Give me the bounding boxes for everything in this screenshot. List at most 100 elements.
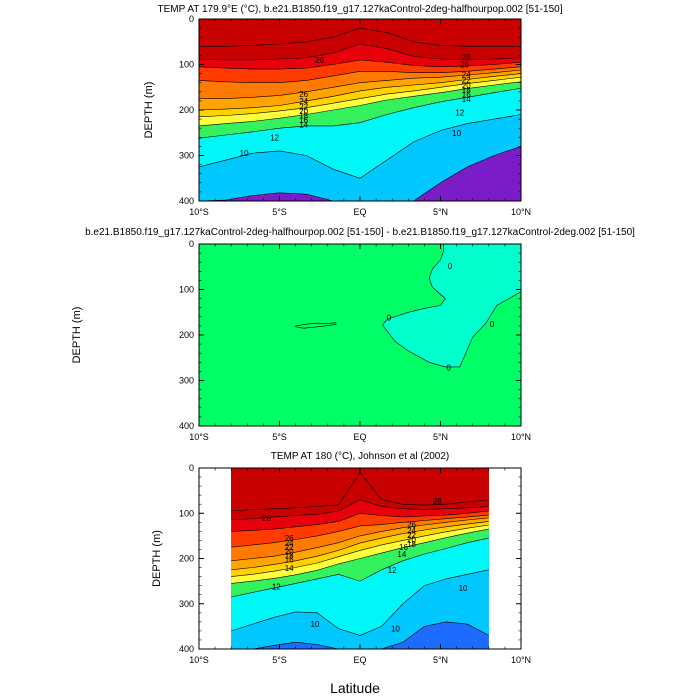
x-axis-label: Latitude: [330, 680, 380, 696]
contour-label: 26: [460, 61, 469, 70]
contour-line-26: [231, 499, 489, 521]
contour-label: 22: [462, 76, 471, 85]
contour-line-22: [231, 514, 489, 548]
fill-band-28: [199, 19, 521, 47]
contour-label: 22: [407, 531, 416, 540]
fill-band-28: [231, 468, 489, 511]
y-axis-label: DEPTH (m): [151, 530, 163, 587]
contour-label: 18: [407, 540, 416, 549]
contour-label: 0: [490, 320, 495, 329]
contour-label: 26: [407, 521, 416, 530]
contour-label: 14: [462, 95, 471, 104]
contour-label: 26: [315, 56, 324, 65]
y-tick-label: 0: [189, 463, 194, 473]
contour-label: 0: [387, 313, 392, 322]
contour-label: 28: [433, 497, 442, 506]
contour-label: 28: [262, 514, 271, 523]
contour-label: 16: [462, 91, 471, 100]
contour-label: 12: [272, 583, 281, 592]
contour-label: 16: [399, 543, 408, 552]
contour-label: 14: [397, 550, 406, 559]
contour-label: 20: [407, 535, 416, 544]
y-axis-label: DEPTH (m): [143, 82, 155, 139]
small-contour: [295, 322, 337, 329]
x-tick-label: 10°S: [189, 432, 209, 442]
plot-area: 0 0 0 0: [199, 244, 521, 426]
contour-label: 0: [448, 262, 453, 271]
x-tick-label: 10°N: [511, 207, 531, 217]
y-tick-label: 0: [189, 14, 194, 24]
fill-band-deep: [199, 146, 521, 201]
contour-line-14: [199, 81, 521, 127]
contour-line-28: [199, 27, 521, 47]
contour-line-16: [231, 524, 489, 577]
contour-label: 24: [299, 97, 308, 106]
x-tick-label: 10°N: [511, 432, 531, 442]
x-tick-label: 5°S: [272, 207, 287, 217]
contour-line-12: [231, 537, 489, 598]
contour-label: 26: [462, 53, 471, 62]
contour-label: 24: [285, 539, 294, 548]
y-tick-label: 300: [179, 376, 194, 386]
contour-label: 18: [299, 111, 308, 120]
x-tick-label: 5°S: [272, 432, 287, 442]
contour-label: 20: [285, 547, 294, 556]
contour-label: 26: [285, 534, 294, 543]
x-tick-label: 5°N: [433, 655, 448, 665]
contour-label: 18: [462, 86, 471, 95]
contour-line-18: [231, 521, 489, 571]
y-tick-label: 100: [179, 285, 194, 295]
y-tick-label: 200: [179, 554, 194, 564]
contour-line-10: [199, 114, 521, 179]
contour-label: 24: [462, 71, 471, 80]
contour-line-20: [199, 69, 521, 99]
contour-label: 14: [299, 121, 308, 130]
x-tick-label: 5°N: [433, 207, 448, 217]
contour-label: 14: [285, 564, 294, 573]
panel-2: 0000b.e21.B1850.f19_g17.127kaControl-2de…: [71, 227, 635, 442]
y-axis-label: DEPTH (m): [71, 307, 83, 364]
positive-region: [382, 244, 521, 368]
contour-label: 22: [299, 102, 308, 111]
panel-title: TEMP AT 179.9°E (°C), b.e21.B1850.f19_g1…: [158, 4, 563, 15]
x-tick-label: EQ: [353, 655, 366, 665]
x-tick-label: EQ: [353, 432, 366, 442]
contour-label: 24: [407, 526, 416, 535]
contour-line-26: [199, 43, 521, 61]
x-tick-label: 5°N: [433, 432, 448, 442]
contour-label: 0: [446, 363, 451, 372]
plot-area: 2828262422201816141226242220181614121010…: [231, 468, 489, 649]
contour-line-12: [199, 87, 521, 139]
contour-label: 12: [388, 566, 397, 575]
contour-label: 26: [299, 90, 308, 99]
contour-label: 10: [452, 129, 461, 138]
contour-label: 10: [391, 625, 400, 634]
x-tick-label: 10°N: [511, 655, 531, 665]
contour-line-8: [199, 146, 521, 201]
contour-label: 18: [285, 551, 294, 560]
contour-line-24: [199, 59, 521, 70]
contour-label: 10: [310, 620, 319, 629]
contour-label: 16: [299, 116, 308, 125]
contour-label: 20: [462, 81, 471, 90]
contour-label: 12: [455, 108, 464, 117]
y-tick-label: 400: [179, 644, 194, 654]
contour-line-20: [231, 517, 489, 562]
contour-label: 10: [240, 149, 249, 158]
contour-label: 22: [285, 543, 294, 552]
contour-line-24: [231, 510, 489, 532]
contour-label: 10: [459, 584, 468, 593]
contour-line-18: [199, 73, 521, 111]
x-tick-label: 10°S: [189, 655, 209, 665]
y-tick-label: 200: [179, 105, 194, 115]
y-tick-label: 0: [189, 239, 194, 249]
contour-label: 20: [299, 107, 308, 116]
contour-label: 12: [270, 133, 279, 142]
x-tick-label: EQ: [353, 207, 366, 217]
y-tick-label: 100: [179, 60, 194, 70]
contour-line-16: [199, 76, 521, 118]
panel-1: 2626262422201816141210262422201816141210…: [143, 4, 563, 217]
y-tick-label: 200: [179, 330, 194, 340]
